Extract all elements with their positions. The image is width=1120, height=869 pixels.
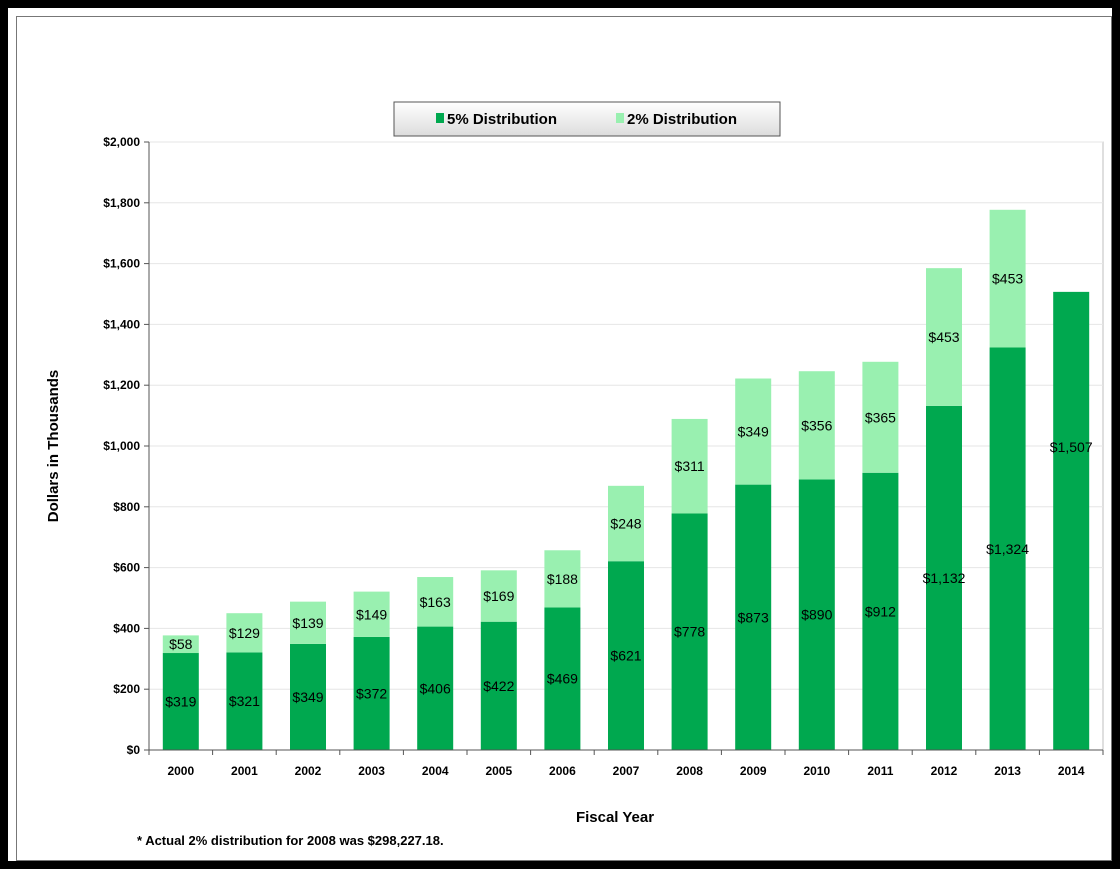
data-label-2pct: $129 xyxy=(229,625,260,641)
x-axis-title: Fiscal Year xyxy=(576,809,654,826)
data-label-5pct: $778 xyxy=(674,624,705,640)
bar-2pct-distribution xyxy=(162,635,199,654)
chart-inner-border xyxy=(16,16,1112,861)
data-label-5pct: $372 xyxy=(356,685,387,701)
bar-5pct-distribution xyxy=(162,653,199,750)
footnote: * Actual 2% distribution for 2008 was $2… xyxy=(137,833,444,848)
y-tick-label: $1,200 xyxy=(103,378,140,392)
data-label-2pct: $453 xyxy=(992,271,1023,287)
y-tick-label: $2,000 xyxy=(103,135,140,149)
data-label-2pct: $311 xyxy=(675,458,705,474)
x-tick-label: 2012 xyxy=(931,764,958,778)
data-label-5pct: $912 xyxy=(865,603,896,619)
data-label-5pct: $621 xyxy=(610,648,641,664)
bar-2pct-distribution xyxy=(226,613,263,653)
y-tick-label: $400 xyxy=(113,621,140,635)
y-axis-title: Dollars in Thousands xyxy=(45,370,62,523)
legend-swatch-5pct xyxy=(436,113,444,123)
legend: 5% Distribution 2% Distribution xyxy=(393,101,781,137)
x-tick-label: 2003 xyxy=(358,764,385,778)
x-tick-label: 2011 xyxy=(867,764,893,778)
bar-5pct-distribution xyxy=(417,626,454,750)
data-label-2pct: $169 xyxy=(483,588,514,604)
y-tick-label: $1,600 xyxy=(103,257,140,271)
data-label-5pct: $406 xyxy=(420,680,451,696)
data-label-5pct: $422 xyxy=(483,678,514,694)
x-tick-label: 2004 xyxy=(422,764,449,778)
bar-5pct-distribution xyxy=(544,607,581,750)
bar-2pct-distribution xyxy=(544,550,581,608)
legend-box xyxy=(393,101,781,137)
data-label-2pct: $453 xyxy=(928,329,959,345)
bar-5pct-distribution xyxy=(862,472,899,750)
x-tick-label: 2000 xyxy=(167,764,194,778)
x-axis: 2000 2001 2002 2003 2004 2005 2006 2007 2008 2009… xyxy=(148,749,1104,778)
bar-2pct-distribution xyxy=(480,570,517,622)
y-tick-label: $200 xyxy=(113,682,140,696)
x-tick-label: 2009 xyxy=(740,764,767,778)
bar-2pct-distribution xyxy=(926,268,962,406)
data-label-2pct: $248 xyxy=(610,516,641,532)
bar-5pct-distribution xyxy=(671,513,708,750)
x-tick-label: 2008 xyxy=(676,764,703,778)
x-tick-label: 2002 xyxy=(295,764,322,778)
bar-2pct-distribution xyxy=(798,371,835,480)
bar-5pct-distribution xyxy=(1053,291,1090,750)
data-label-5pct: $1,507 xyxy=(1050,439,1093,455)
bar-2pct-distribution xyxy=(353,591,390,637)
data-label-2pct: $188 xyxy=(547,571,578,587)
legend-label-2pct: 2% Distribution xyxy=(627,111,737,128)
bar-2pct-distribution xyxy=(608,485,644,562)
x-tick-label: 2006 xyxy=(549,764,576,778)
bar-5pct-distribution xyxy=(290,643,326,750)
data-label-2pct: $356 xyxy=(801,417,832,433)
legend-label-5pct: 5% Distribution xyxy=(447,111,557,128)
data-label-5pct: $321 xyxy=(229,693,260,709)
data-label-2pct: $149 xyxy=(356,606,387,622)
y-tick-label: $800 xyxy=(113,500,140,514)
data-label-5pct: $1,132 xyxy=(923,570,966,586)
x-tick-label: 2007 xyxy=(613,764,640,778)
bar-2pct-distribution xyxy=(735,378,772,485)
bar-5pct-distribution xyxy=(608,561,644,750)
bar-5pct-distribution xyxy=(353,636,390,750)
x-tick-label: 2014 xyxy=(1058,764,1085,778)
bar-2pct-distribution xyxy=(671,418,708,514)
bar-5pct-distribution xyxy=(989,347,1026,750)
x-tick-label: 2005 xyxy=(485,764,512,778)
data-label-5pct: $873 xyxy=(738,609,769,625)
bar-2pct-distribution xyxy=(862,361,899,473)
y-tick-label: $1,000 xyxy=(103,439,140,453)
bar-2pct-distribution xyxy=(290,601,326,644)
data-label-5pct: $349 xyxy=(292,689,323,705)
y-tick-label: $1,400 xyxy=(103,317,140,331)
y-axis: $0 $200 $400 $600 $800 $1,000 $1,200 $1,400 $1,6… xyxy=(103,135,150,757)
bar-5pct-distribution xyxy=(926,405,962,750)
data-label-5pct: $890 xyxy=(801,607,832,623)
bar-2pct-distribution xyxy=(989,209,1026,348)
data-label-5pct: $469 xyxy=(547,671,578,687)
legend-swatch-2pct xyxy=(616,113,624,123)
bar-5pct-distribution xyxy=(480,621,517,750)
y-tick-label: $0 xyxy=(127,743,141,757)
bars: $319 $58 $321 $129 $349 $139 $372 $149 $406 $163 $… xyxy=(162,209,1093,750)
x-tick-label: 2001 xyxy=(231,764,258,778)
bar-2pct-distribution xyxy=(417,577,454,627)
x-tick-label: 2010 xyxy=(803,764,830,778)
data-label-5pct: $1,324 xyxy=(986,541,1029,557)
data-label-2pct: $58 xyxy=(169,636,193,652)
data-label-2pct: $365 xyxy=(865,409,896,425)
bar-5pct-distribution xyxy=(735,484,772,750)
data-label-5pct: $319 xyxy=(165,694,196,710)
data-label-2pct: $163 xyxy=(420,594,451,610)
y-tick-label: $600 xyxy=(113,561,140,575)
bar-5pct-distribution xyxy=(226,652,263,750)
data-label-2pct: $349 xyxy=(738,424,769,440)
bar-5pct-distribution xyxy=(798,479,835,750)
x-tick-label: 2013 xyxy=(994,764,1021,778)
y-tick-label: $1,800 xyxy=(103,196,140,210)
data-label-2pct: $139 xyxy=(292,615,323,631)
